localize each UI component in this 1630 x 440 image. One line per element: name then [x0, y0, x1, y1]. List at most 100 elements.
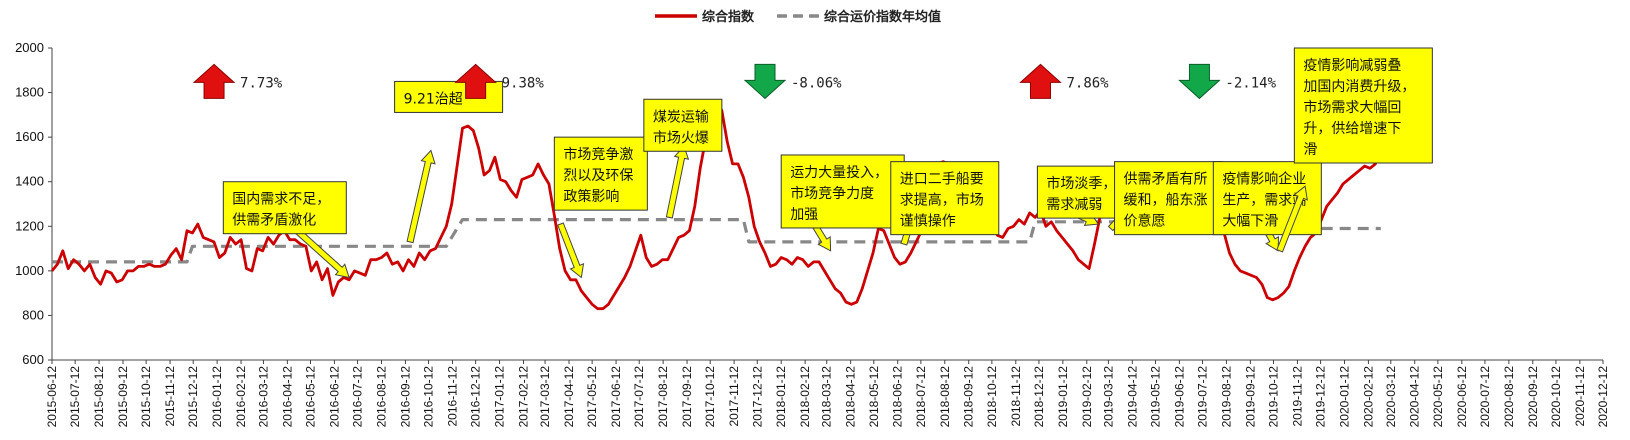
annotation-box: [643, 98, 723, 152]
legend-label-composite-index: 综合指数: [702, 9, 755, 25]
x-tick-label: 2017-03-12: [538, 366, 552, 428]
annotation-arrow: [665, 145, 690, 219]
x-tick-label: 2019-03-12: [1101, 366, 1115, 428]
x-tick-label: 2020-09-12: [1526, 366, 1540, 428]
axes: 600 800 1000 1200 1400 1600 1800 2000 2015-06-12…: [15, 40, 1610, 427]
x-tick-label: 2019-11-12: [1290, 366, 1304, 427]
annotation-text: 加强: [790, 207, 818, 223]
x-tick-label: 2019-10-12: [1267, 366, 1281, 428]
x-tick-label: 2019-02-12: [1080, 366, 1094, 428]
x-tick-label: 2018-02-12: [798, 366, 812, 428]
x-tick-label: 2020-12-12: [1596, 366, 1610, 428]
x-tick-label: 2017-04-12: [562, 366, 576, 428]
annotation-text: 供需矛盾有所: [1124, 172, 1208, 188]
annotation-text: 谨慎操作: [900, 214, 956, 230]
change-marker-5: -2.14%: [1178, 63, 1277, 100]
y-tick-label: 1800: [15, 85, 44, 100]
change-marker-3: -8.06%: [743, 63, 842, 100]
y-tick-label: 800: [22, 307, 44, 322]
x-tick-label: 2019-08-12: [1219, 366, 1233, 428]
annotation-text: 国内需求不足，: [232, 192, 330, 208]
x-tick-label: 2017-12-12: [750, 366, 764, 428]
annotation-text: 供需矛盾激化: [232, 212, 316, 229]
x-tick-label: 2017-05-12: [585, 366, 599, 428]
x-tick-label: 2020-01-12: [1338, 366, 1352, 428]
x-tick-label: 2019-09-12: [1243, 366, 1257, 428]
annotation-arrow: [557, 222, 585, 279]
annotation-text: 9.21治超: [404, 91, 463, 107]
x-tick-label: 2016-05-12: [304, 366, 318, 428]
y-tick-label: 1200: [15, 218, 44, 233]
legend-label-annual-average: 综合运价指数年均值: [824, 9, 941, 25]
change-layer: 7.73% 9.38% -8.06% 7.86% -2.14%: [192, 63, 1277, 100]
x-tick-label: 2018-05-12: [867, 366, 881, 428]
x-tick-label: 2020-03-12: [1384, 366, 1398, 428]
annotation-text: 大幅下滑: [1222, 213, 1278, 230]
x-tick-label: 2017-08-12: [656, 366, 670, 428]
x-tick-label: 2017-06-12: [609, 366, 623, 428]
annotation-text: 运力大量投入，: [790, 165, 888, 181]
x-tick-label: 2016-09-12: [398, 366, 412, 428]
x-tick-label: 2015-09-12: [116, 366, 130, 428]
x-tick-label: 2020-04-12: [1408, 366, 1422, 428]
annotation-arrow: [406, 149, 436, 244]
y-tick-label: 1400: [15, 174, 44, 189]
x-tick-label: 2015-06-12: [45, 366, 59, 428]
annotation-arrow: [1276, 185, 1308, 253]
x-tick-label: 2015-12-12: [186, 366, 200, 428]
y-tick-label: 600: [22, 352, 44, 367]
x-tick-label: 2020-05-12: [1431, 366, 1445, 428]
annotation-text: 滑: [1303, 141, 1317, 158]
x-tick-label: 2017-09-12: [680, 366, 694, 428]
x-tick-label: 2018-07-12: [914, 366, 928, 428]
annotation-text: 市场竞争力度: [790, 185, 874, 202]
x-tick-label: 2016-08-12: [374, 366, 388, 428]
x-tick-label: 2016-10-12: [422, 366, 436, 428]
x-tick-label: 2020-11-12: [1573, 366, 1587, 427]
x-tick-label: 2016-01-12: [210, 366, 224, 428]
y-tick-label: 1600: [15, 129, 44, 144]
x-tick-label: 2018-11-12: [1009, 366, 1023, 427]
change-label: -8.06%: [791, 75, 842, 91]
annotation-text: 市场淡季，: [1046, 175, 1116, 192]
x-tick-label: 2020-06-12: [1455, 366, 1469, 428]
annotation-box: [890, 161, 1000, 236]
x-tick-label: 2019-12-12: [1314, 366, 1328, 428]
annotation-text: 煤炭运输: [653, 109, 709, 125]
annotation-text: 加国内消费升级，: [1303, 79, 1415, 95]
annotation-text: 缓和，船东涨: [1124, 193, 1208, 209]
x-tick-label: 2016-07-12: [351, 366, 365, 428]
x-tick-label: 2015-08-12: [92, 366, 106, 428]
x-tick-label: 2018-12-12: [1032, 366, 1046, 428]
annotation-text: 市场火爆: [653, 129, 709, 146]
annotation-text: 需求减弱: [1046, 197, 1102, 213]
x-tick-label: 2018-06-12: [891, 366, 905, 428]
x-tick-label: 2018-03-12: [820, 366, 834, 428]
change-marker-1: 7.73%: [192, 63, 283, 99]
x-tick-label: 2017-01-12: [493, 366, 507, 428]
y-tick-label: 1000: [15, 263, 44, 278]
x-tick-label: 2016-06-12: [327, 366, 341, 428]
change-label: 7.86%: [1066, 75, 1109, 91]
x-tick-label: 2017-11-12: [727, 366, 741, 427]
x-tick-label: 2020-07-12: [1478, 366, 1492, 428]
annotation-box: [1293, 47, 1433, 164]
annotation-layer: 国内需求不足， 供需矛盾激化 9.21治超市场竞争激烈以及环保政策影响煤炭运输市场火…: [222, 47, 1433, 279]
annotation-text: 价意愿: [1124, 213, 1166, 230]
change-marker-4: 7.86%: [1019, 63, 1109, 99]
x-tick-label: 2016-02-12: [234, 366, 248, 428]
down-arrow-icon: [743, 63, 787, 100]
annotation-text: 疫情影响减弱叠: [1303, 58, 1401, 74]
annotation-text: 生产，需求端: [1222, 193, 1306, 209]
x-tick-label: 2019-06-12: [1172, 366, 1186, 428]
x-tick-label: 2017-07-12: [632, 366, 646, 428]
change-label: 7.73%: [240, 75, 283, 91]
annotation-text: 升，供给增速下: [1303, 121, 1401, 137]
annual-average-line: [52, 218, 1381, 264]
